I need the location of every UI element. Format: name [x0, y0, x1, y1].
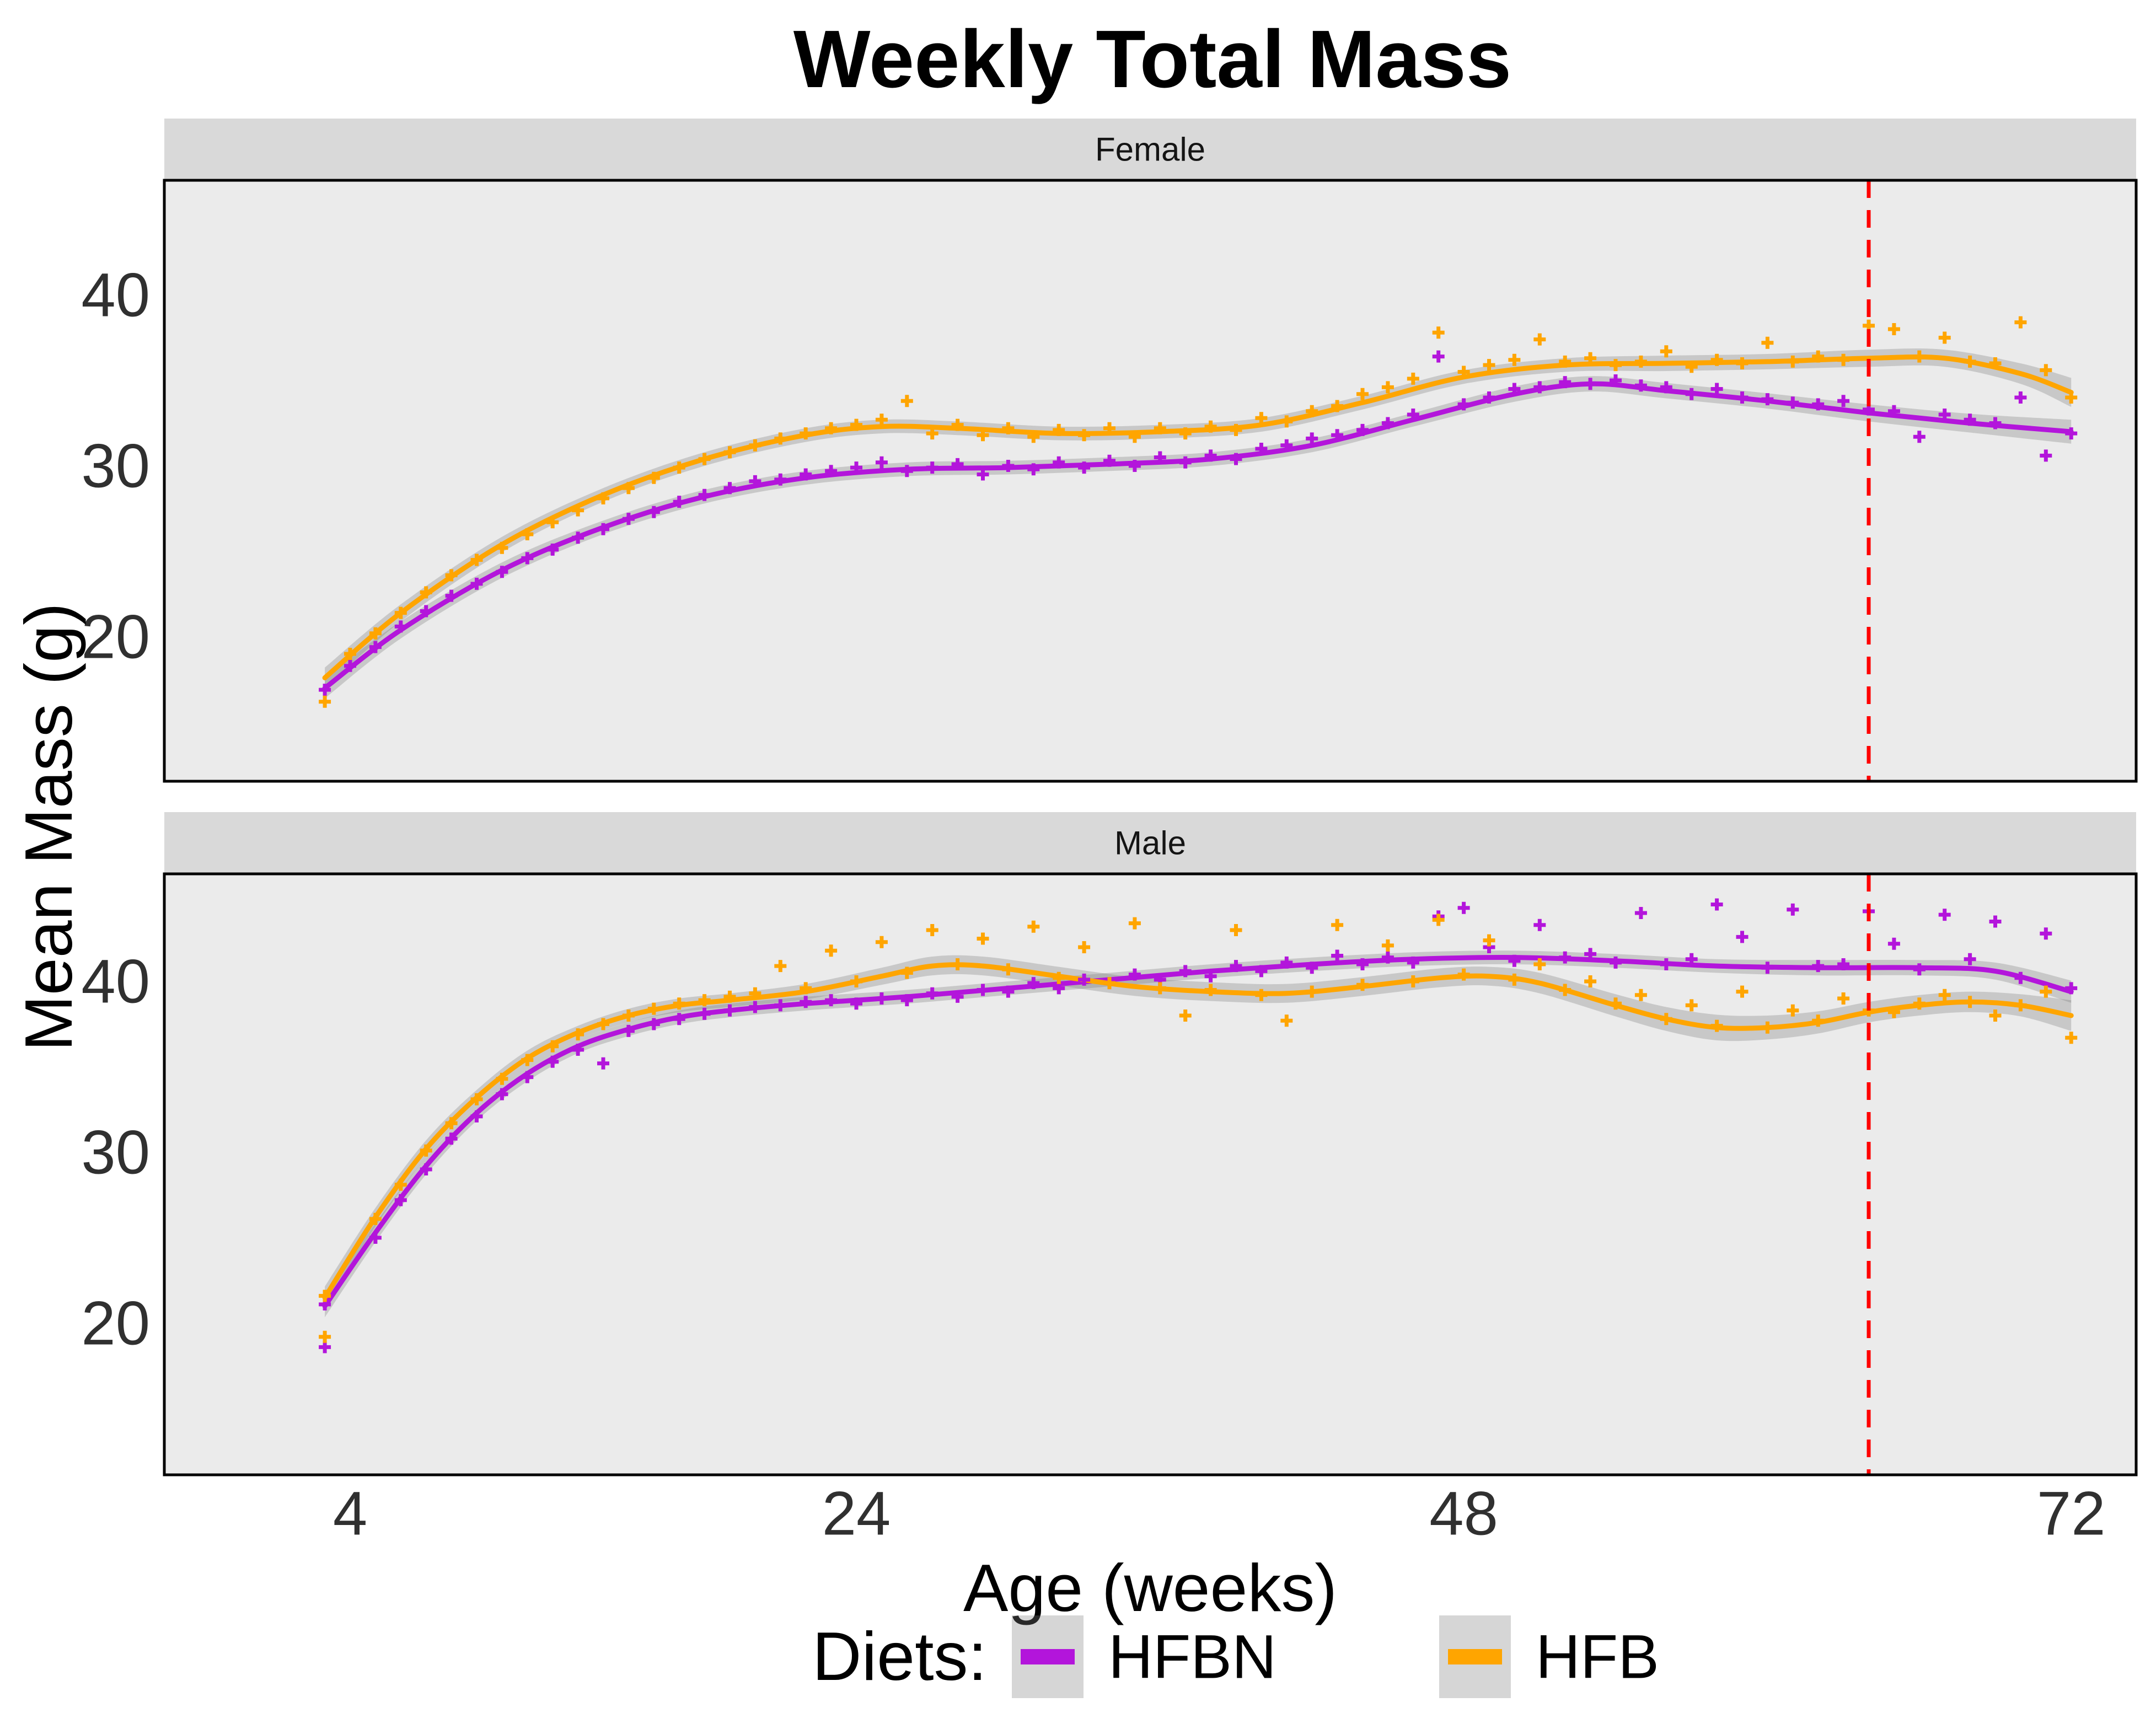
facet-data-female: 40 30 20: [81, 179, 2138, 783]
y-tick-label-female: 40: [81, 261, 150, 330]
y-tick-label-male: 20: [81, 1289, 150, 1358]
y-tick-label-female: 20: [81, 603, 150, 672]
facet-label-female: Female: [1095, 131, 1205, 168]
legend-label-hfbn: HFBN: [1108, 1623, 1277, 1691]
x-tick-label: 24: [822, 1479, 891, 1548]
legend-keys: [1012, 1615, 1511, 1698]
confidence-ribbon-hfbn-female: [325, 376, 2072, 699]
legend: Diets: HFBN HFB: [812, 1615, 1659, 1698]
x-tick-label: 4: [333, 1479, 367, 1548]
facet-female: Female: [164, 119, 2136, 781]
scatter-points-hfb-female: [319, 316, 2078, 708]
y-tick-label-female: 30: [81, 432, 150, 501]
facet-strip-female: [164, 119, 2136, 180]
y-tick-label-male: 30: [81, 1118, 150, 1187]
x-axis-title: Age (weeks): [963, 1550, 1337, 1625]
panel-border-male: [163, 872, 2138, 1476]
facet-male: Male: [164, 812, 2136, 1475]
panel-border-female: [163, 179, 2138, 783]
x-tick-label: 72: [2037, 1479, 2106, 1548]
facet-strip-male: [164, 812, 2136, 874]
x-tick-label: 48: [1429, 1479, 1498, 1548]
y-axis-title: Mean Mass (g): [11, 603, 86, 1051]
panel-background-female: [164, 180, 2136, 781]
smooth-line-hfbn-male: [322, 954, 2074, 1309]
y-tick-label-male: 40: [81, 947, 150, 1016]
scatter-points-hfb-male: [319, 914, 2078, 1343]
facet-label-male: Male: [1114, 825, 1186, 862]
legend-title: Diets:: [812, 1619, 987, 1695]
legend-label-hfb: HFB: [1536, 1623, 1659, 1691]
chart-title: Weekly Total Mass: [793, 14, 1511, 105]
scatter-points-hfbn-female: [319, 350, 2078, 696]
facet-data-male: 40 30 20: [81, 872, 2138, 1476]
data-layers: 40 30 20 40 30 20 4 24 48 72: [81, 179, 2138, 1548]
